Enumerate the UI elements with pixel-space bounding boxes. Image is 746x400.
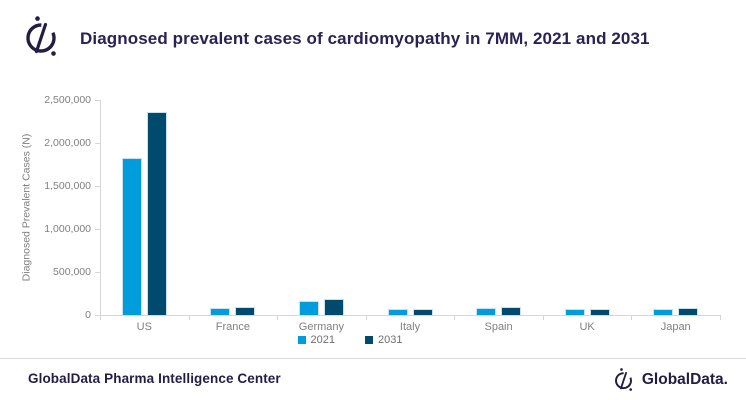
bar-italy-2021 — [387, 309, 408, 315]
bar-germany-2021 — [298, 301, 319, 315]
x-category-label: US — [136, 321, 152, 333]
x-tick-mark — [277, 315, 279, 320]
x-tick-mark — [631, 315, 633, 320]
bar-germany-2031 — [323, 299, 344, 315]
y-tick-mark — [95, 315, 100, 316]
x-tick-mark — [100, 315, 101, 320]
bar-italy-2031 — [412, 309, 433, 315]
y-tick-label: 0 — [85, 309, 91, 321]
bar-us-2031 — [146, 112, 167, 315]
x-tick-mark — [365, 315, 367, 320]
x-tick-mark — [720, 315, 721, 320]
bar-uk-2031 — [589, 309, 610, 315]
legend-item-2031: 2031 — [365, 334, 402, 346]
footer-brand: GlobalData. — [612, 367, 728, 392]
y-tick-mark — [95, 272, 100, 273]
x-tick-mark — [188, 315, 190, 320]
y-tick-label: 1,500,000 — [44, 180, 91, 192]
y-tick-mark — [95, 186, 100, 187]
footer-brand-text: GlobalData. — [641, 370, 728, 388]
legend-swatch — [297, 336, 306, 344]
bar-japan-2021 — [653, 309, 674, 315]
globaldata-logo-icon — [614, 368, 632, 391]
bar-france-2031 — [235, 307, 256, 315]
bar-us-2021 — [121, 158, 142, 315]
x-category-label: Italy — [399, 321, 421, 333]
globaldata-logo-icon — [26, 16, 56, 56]
legend-label: 2031 — [378, 334, 403, 346]
y-tick-label: 500,000 — [53, 266, 91, 278]
y-tick-mark — [95, 143, 100, 144]
x-category-label: Japan — [660, 321, 691, 333]
x-category-label: Germany — [298, 321, 345, 333]
y-tick-label: 1,000,000 — [44, 223, 91, 235]
bar-japan-2031 — [678, 308, 699, 315]
legend-label: 2021 — [310, 334, 335, 346]
bar-france-2021 — [210, 308, 231, 315]
y-tick-label: 2,500,000 — [44, 94, 91, 106]
x-category-label: Spain — [484, 321, 513, 333]
x-axis-line — [100, 315, 720, 316]
bar-spain-2031 — [501, 307, 522, 315]
x-tick-mark — [542, 315, 544, 320]
chart-legend: 2021 2031 — [250, 334, 450, 346]
y-tick-mark — [95, 100, 100, 101]
x-category-label: France — [215, 321, 250, 333]
y-tick-mark — [95, 229, 100, 230]
bar-spain-2021 — [476, 308, 497, 315]
footer: GlobalData Pharma Intelligence Center Gl… — [0, 358, 746, 400]
page-title: Diagnosed prevalent cases of cardiomyopa… — [80, 29, 650, 48]
y-tick-label: 2,000,000 — [44, 137, 91, 149]
legend-item-2021: 2021 — [297, 334, 335, 346]
legend-swatch — [365, 336, 373, 344]
x-category-label: UK — [579, 321, 595, 333]
footer-source-text: GlobalData Pharma Intelligence Center — [28, 371, 281, 386]
x-tick-mark — [454, 315, 456, 320]
y-axis-line — [100, 100, 101, 315]
bar-uk-2021 — [564, 309, 585, 315]
